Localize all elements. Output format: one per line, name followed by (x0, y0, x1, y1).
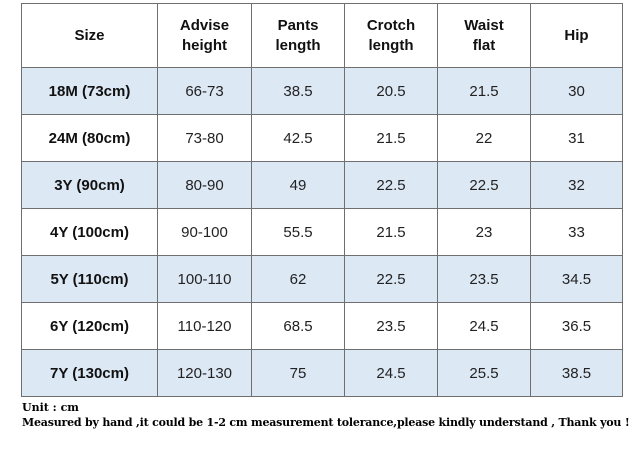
cell-crotch-length: 23.5 (344, 302, 438, 350)
table-row: 4Y (100cm) 90-100 55.5 21.5 23 33 (21, 208, 623, 256)
table-row: 6Y (120cm) 110-120 68.5 23.5 24.5 36.5 (21, 302, 623, 350)
header-crotch-length: Crotch length (344, 3, 438, 68)
header-pants-length: Pants length (251, 3, 345, 68)
cell-waist-flat: 23.5 (437, 255, 531, 303)
cell-advise-height: 66-73 (157, 67, 252, 115)
cell-pants-length: 38.5 (251, 67, 345, 115)
cell-pants-length: 75 (251, 349, 345, 397)
header-advise-height: Advise height (157, 3, 252, 68)
cell-pants-length: 49 (251, 161, 345, 209)
cell-crotch-length: 21.5 (344, 208, 438, 256)
header-hip: Hip (530, 3, 623, 68)
cell-pants-length: 68.5 (251, 302, 345, 350)
measurement-disclaimer: Measured by hand ,it could be 1-2 cm mea… (22, 416, 630, 429)
cell-size: 18M (73cm) (21, 67, 158, 115)
cell-advise-height: 120-130 (157, 349, 252, 397)
table-row: 7Y (130cm) 120-130 75 24.5 25.5 38.5 (21, 349, 623, 397)
cell-size: 3Y (90cm) (21, 161, 158, 209)
cell-advise-height: 100-110 (157, 255, 252, 303)
cell-hip: 30 (530, 67, 623, 115)
cell-size: 5Y (110cm) (21, 255, 158, 303)
table-row: 18M (73cm) 66-73 38.5 20.5 21.5 30 (21, 67, 623, 115)
cell-size: 6Y (120cm) (21, 302, 158, 350)
size-chart-table: Size Advise height Pants length Crotch l… (21, 3, 623, 397)
header-row: Size Advise height Pants length Crotch l… (21, 3, 623, 68)
cell-waist-flat: 22.5 (437, 161, 531, 209)
cell-advise-height: 110-120 (157, 302, 252, 350)
table-row: 3Y (90cm) 80-90 49 22.5 22.5 32 (21, 161, 623, 209)
notes-block: Unit : cm Measured by hand ,it could be … (22, 400, 630, 430)
cell-waist-flat: 22 (437, 114, 531, 162)
cell-crotch-length: 22.5 (344, 161, 438, 209)
cell-size: 4Y (100cm) (21, 208, 158, 256)
cell-size: 7Y (130cm) (21, 349, 158, 397)
cell-crotch-length: 20.5 (344, 67, 438, 115)
cell-waist-flat: 23 (437, 208, 531, 256)
cell-pants-length: 62 (251, 255, 345, 303)
cell-advise-height: 90-100 (157, 208, 252, 256)
cell-hip: 32 (530, 161, 623, 209)
cell-hip: 33 (530, 208, 623, 256)
cell-crotch-length: 21.5 (344, 114, 438, 162)
cell-pants-length: 55.5 (251, 208, 345, 256)
cell-crotch-length: 22.5 (344, 255, 438, 303)
cell-advise-height: 80-90 (157, 161, 252, 209)
cell-hip: 31 (530, 114, 623, 162)
unit-note: Unit : cm (22, 401, 79, 414)
cell-advise-height: 73-80 (157, 114, 252, 162)
cell-waist-flat: 24.5 (437, 302, 531, 350)
cell-crotch-length: 24.5 (344, 349, 438, 397)
header-waist-flat: Waist flat (437, 3, 531, 68)
cell-hip: 34.5 (530, 255, 623, 303)
cell-hip: 36.5 (530, 302, 623, 350)
table-row: 5Y (110cm) 100-110 62 22.5 23.5 34.5 (21, 255, 623, 303)
cell-waist-flat: 25.5 (437, 349, 531, 397)
table-row: 24M (80cm) 73-80 42.5 21.5 22 31 (21, 114, 623, 162)
header-size: Size (21, 3, 158, 68)
cell-pants-length: 42.5 (251, 114, 345, 162)
cell-size: 24M (80cm) (21, 114, 158, 162)
cell-waist-flat: 21.5 (437, 67, 531, 115)
cell-hip: 38.5 (530, 349, 623, 397)
